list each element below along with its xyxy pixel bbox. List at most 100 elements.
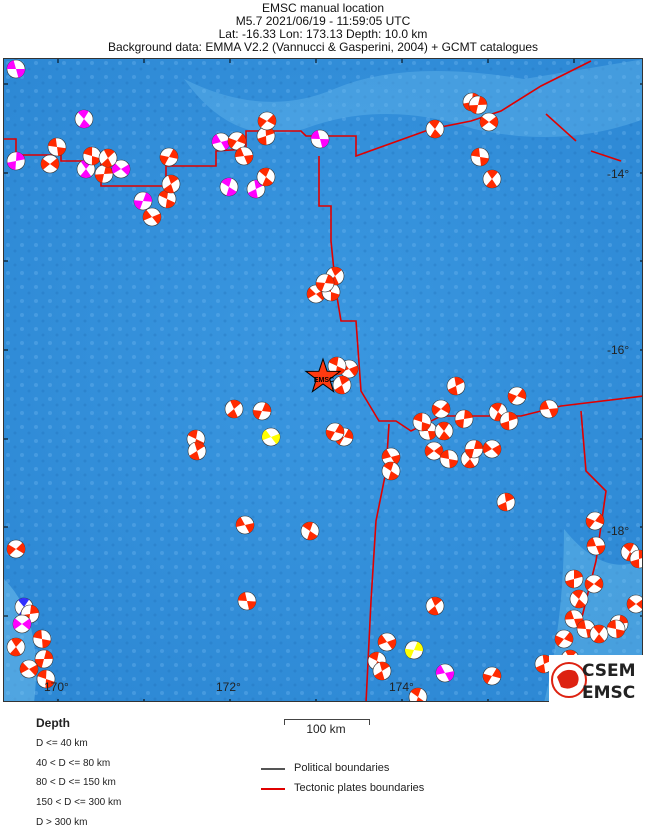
focal-mechanism[interactable] xyxy=(564,569,584,589)
focal-mechanism[interactable] xyxy=(36,669,56,689)
focal-mechanism[interactable] xyxy=(425,119,445,139)
focal-mechanism[interactable] xyxy=(34,649,54,669)
focal-mechanism[interactable] xyxy=(111,159,131,179)
focal-mechanism[interactable] xyxy=(234,146,254,166)
focal-mechanism[interactable] xyxy=(40,154,60,174)
focal-mechanism[interactable] xyxy=(585,511,605,531)
focal-mechanism[interactable] xyxy=(224,399,244,419)
focal-mechanism[interactable] xyxy=(408,687,428,702)
focal-mechanism[interactable] xyxy=(12,614,32,634)
background-data: Background data: EMMA V2.2 (Vannucci & G… xyxy=(107,40,539,54)
focal-mechanism[interactable] xyxy=(187,441,207,461)
political-line-swatch xyxy=(261,768,285,770)
epicenter-star[interactable]: EMSC xyxy=(304,357,342,393)
focal-mechanism[interactable] xyxy=(47,137,67,157)
focal-mechanism[interactable] xyxy=(261,427,281,447)
focal-mechanism[interactable] xyxy=(425,596,445,616)
focal-mechanism[interactable] xyxy=(98,148,118,168)
focal-mechanism[interactable] xyxy=(499,411,519,431)
focal-mechanism[interactable] xyxy=(507,386,527,406)
focal-mechanism[interactable] xyxy=(482,169,502,189)
tectonic-boundary xyxy=(590,150,622,162)
focal-mechanism[interactable] xyxy=(211,132,231,152)
tectonic-line-swatch xyxy=(261,788,285,790)
focal-mechanism[interactable] xyxy=(424,441,444,461)
focal-mechanism[interactable] xyxy=(482,666,502,686)
focal-mechanism[interactable] xyxy=(133,191,153,211)
focal-mechanism[interactable] xyxy=(404,640,424,660)
map-canvas[interactable]: EMSC -14° -16° -18° 170° 172° 174° xyxy=(3,58,643,702)
title: EMSC manual location xyxy=(261,1,385,15)
focal-mechanism[interactable] xyxy=(434,421,454,441)
focal-mechanism[interactable] xyxy=(327,356,347,376)
focal-mechanism[interactable] xyxy=(629,549,643,569)
focal-mechanism[interactable] xyxy=(252,401,272,421)
focal-mechanism[interactable] xyxy=(496,492,516,512)
focal-mechanism[interactable] xyxy=(377,632,397,652)
focal-mechanism[interactable] xyxy=(257,111,277,131)
focal-mechanism[interactable] xyxy=(454,409,474,429)
focal-mechanism[interactable] xyxy=(626,594,643,614)
focal-mechanism[interactable] xyxy=(431,399,451,419)
epicenter-label: EMSC xyxy=(314,377,334,384)
focal-mechanism[interactable] xyxy=(534,654,554,674)
focal-mechanism[interactable] xyxy=(159,147,179,167)
tectonic-boundary xyxy=(545,113,577,142)
focal-mechanism[interactable] xyxy=(586,536,606,556)
lat-label: -14° xyxy=(607,167,630,181)
focal-mechanism[interactable] xyxy=(310,129,330,149)
depth-class: 40 < D <= 80 km xyxy=(36,758,111,769)
lon-label: 174° xyxy=(389,680,414,694)
map-svg: EMSC xyxy=(4,59,643,702)
focal-mechanism[interactable] xyxy=(412,412,432,432)
focal-mechanism[interactable] xyxy=(6,539,26,559)
focal-mechanism[interactable] xyxy=(470,147,490,167)
focal-mechanism[interactable] xyxy=(325,422,345,442)
focal-mechanism[interactable] xyxy=(435,663,455,683)
focal-mechanism[interactable] xyxy=(482,439,502,459)
lon-label: 170° xyxy=(44,680,69,694)
focal-mechanism[interactable] xyxy=(464,439,484,459)
focal-mechanism[interactable] xyxy=(468,95,488,115)
focal-mechanism[interactable] xyxy=(235,515,255,535)
political-label: Political boundaries xyxy=(294,762,390,774)
focal-mechanism[interactable] xyxy=(315,273,335,293)
event-location: Lat: -16.33 Lon: 173.13 Depth: 10.0 km xyxy=(218,27,428,41)
focal-mechanism[interactable] xyxy=(564,609,584,629)
focal-mechanism[interactable] xyxy=(219,177,239,197)
focal-mechanism[interactable] xyxy=(300,521,320,541)
focal-mechanism[interactable] xyxy=(256,167,276,187)
focal-mechanism[interactable] xyxy=(237,591,257,611)
focal-mechanism[interactable] xyxy=(82,146,102,166)
focal-mechanism[interactable] xyxy=(569,589,589,609)
event-time: M5.7 2021/06/19 - 11:59:05 UTC xyxy=(235,14,411,28)
focal-mechanism[interactable] xyxy=(446,376,466,396)
depth-class: D <= 40 km xyxy=(36,738,88,749)
focal-mechanism[interactable] xyxy=(161,174,181,194)
focal-mechanism[interactable] xyxy=(246,179,266,199)
focal-mechanism[interactable] xyxy=(381,447,401,467)
focal-mechanism[interactable] xyxy=(589,624,609,644)
focal-mechanism[interactable] xyxy=(539,399,559,419)
depth-class: D > 300 km xyxy=(36,817,88,828)
focal-mechanism[interactable] xyxy=(372,661,392,681)
focal-mechanism[interactable] xyxy=(6,59,26,79)
focal-mechanism[interactable] xyxy=(381,461,401,481)
tectonic-label: Tectonic plates boundaries xyxy=(294,782,425,794)
focal-mechanism[interactable] xyxy=(74,109,94,129)
focal-mechanism[interactable] xyxy=(6,637,26,657)
focal-mechanism[interactable] xyxy=(479,112,499,132)
focal-mechanism[interactable] xyxy=(94,164,114,184)
logo-csem: CSEM xyxy=(582,661,636,681)
focal-mechanism[interactable] xyxy=(439,449,459,469)
focal-mechanism[interactable] xyxy=(32,629,52,649)
focal-mechanism[interactable] xyxy=(332,375,352,395)
focal-mechanism[interactable] xyxy=(606,619,626,639)
focal-mechanism[interactable] xyxy=(584,574,604,594)
focal-mechanism[interactable] xyxy=(142,207,162,227)
tectonic-boundary xyxy=(4,60,592,187)
focal-mechanism[interactable] xyxy=(6,151,26,171)
focal-mechanism[interactable] xyxy=(554,629,574,649)
lat-label: -16° xyxy=(607,343,630,357)
focal-mechanism[interactable] xyxy=(19,659,39,679)
